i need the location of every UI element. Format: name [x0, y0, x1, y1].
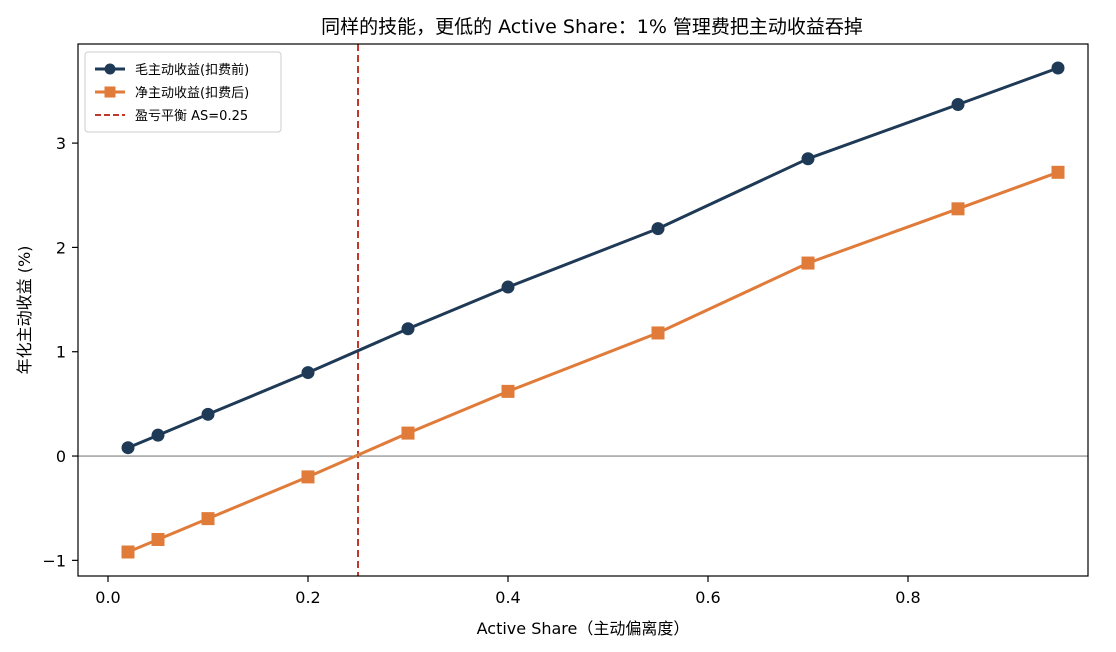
series-1-point [1051, 61, 1065, 75]
series-2-point [951, 202, 965, 216]
y-tick-label: −1 [42, 551, 66, 570]
series-2-point [801, 256, 815, 270]
y-tick-label: 2 [56, 238, 66, 257]
x-tick-label: 0.8 [895, 588, 920, 607]
series-1-point [121, 441, 135, 455]
series-2-point [301, 470, 315, 484]
legend: 毛主动收益(扣费前) 净主动收益(扣费后) 盈亏平衡 AS=0.25 [84, 51, 282, 133]
series-line-2 [127, 170, 1059, 554]
x-tick-label: 0.2 [295, 588, 320, 607]
legend-entry-label: 毛主动收益(扣费前) [135, 62, 249, 78]
legend-frame [84, 51, 282, 133]
series-1-point [401, 322, 415, 336]
y-tick-label: 0 [56, 447, 66, 466]
y-tick-label: 3 [56, 134, 66, 153]
series-2-point [401, 426, 415, 440]
legend-entry-label: 盈亏平衡 AS=0.25 [135, 109, 248, 124]
series-1-point [501, 280, 515, 294]
series-1-point [301, 366, 315, 380]
series-2-point [1051, 165, 1065, 179]
series-2-point [121, 545, 135, 559]
series-2-point [501, 384, 515, 398]
legend-swatch-marker-1 [104, 63, 116, 75]
x-tick-label: 0.6 [695, 588, 720, 607]
series-2-point [201, 512, 215, 526]
y-axis-label: 年化主动收益 (%) [15, 246, 34, 375]
series-1-point [151, 428, 165, 442]
plot-frame [77, 43, 1089, 577]
legend-entry-label: 净主动收益(扣费后) [135, 86, 249, 101]
chart-title: 同样的技能，更低的 Active Share：1% 管理费把主动收益吞掉 [321, 16, 863, 38]
x-tick-label: 0.4 [495, 588, 520, 607]
series-1-point [951, 98, 965, 112]
legend-swatch-marker-2 [104, 86, 116, 98]
x-tick-label: 0.0 [95, 588, 120, 607]
x-axis-label: Active Share（主动偏离度） [477, 619, 690, 638]
plot-area: 0.0 0.2 0.4 0.6 0.8 −1 0 1 2 3 [42, 43, 1089, 607]
series-line-1 [127, 66, 1059, 450]
series-1-point [651, 222, 665, 236]
series-2-point [651, 326, 665, 340]
series-1-point [801, 152, 815, 166]
series-2-point [151, 532, 165, 546]
series-1-point [201, 407, 215, 421]
y-tick-label: 1 [56, 343, 66, 362]
